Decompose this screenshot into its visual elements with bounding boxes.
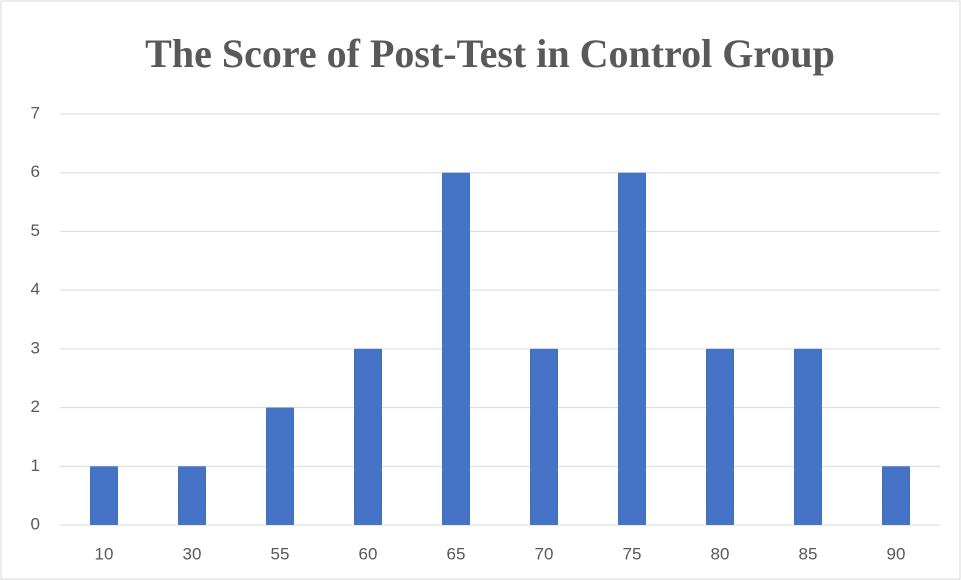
bar	[266, 407, 294, 525]
y-tick-label: 1	[31, 456, 40, 475]
x-tick-label: 75	[623, 544, 642, 563]
x-tick-label: 65	[447, 544, 466, 563]
x-tick-label: 90	[887, 544, 906, 563]
bar	[178, 466, 206, 525]
bar	[794, 348, 822, 525]
y-tick-label: 6	[31, 162, 40, 181]
y-tick-label: 4	[31, 280, 40, 299]
x-tick-label: 70	[535, 544, 554, 563]
y-tick-label: 3	[31, 338, 40, 357]
y-tick-label: 2	[31, 397, 40, 416]
bar	[442, 172, 470, 525]
x-tick-label: 30	[183, 544, 202, 563]
bar	[706, 348, 734, 525]
y-tick-label: 7	[31, 103, 40, 122]
bar	[354, 348, 382, 525]
x-tick-label: 80	[711, 544, 730, 563]
y-tick-label: 0	[31, 514, 40, 533]
bar	[618, 172, 646, 525]
x-tick-label: 60	[359, 544, 378, 563]
y-tick-label: 5	[31, 221, 40, 240]
x-tick-label: 55	[271, 544, 290, 563]
bar	[530, 348, 558, 525]
bar	[882, 466, 910, 525]
chart-title: The Score of Post-Test in Control Group	[145, 31, 835, 76]
x-tick-label: 85	[799, 544, 818, 563]
bar	[90, 466, 118, 525]
x-tick-label: 10	[95, 544, 114, 563]
